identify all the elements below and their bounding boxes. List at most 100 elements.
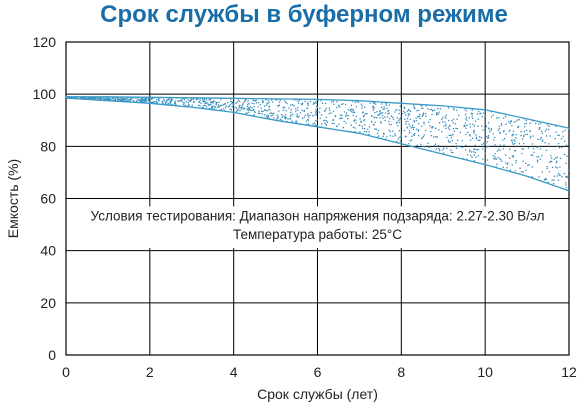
band-dot [282, 115, 284, 117]
band-dot [532, 135, 535, 137]
band-dot [390, 115, 393, 117]
band-dot [398, 119, 400, 121]
band-dot [507, 162, 509, 164]
band-dot [229, 108, 231, 110]
band-dot [490, 128, 493, 130]
annotation-line-1: Условия тестирования: Диапазон напряжени… [91, 209, 545, 224]
band-dot [213, 100, 215, 102]
band-dot [405, 123, 407, 125]
band-dot [561, 175, 563, 178]
band-dot [382, 117, 384, 119]
band-dot [468, 133, 471, 136]
band-dot [502, 131, 505, 133]
band-dot [304, 114, 307, 117]
y-tick-label: 40 [40, 243, 56, 259]
band-dot [474, 120, 477, 122]
band-dot [521, 152, 523, 155]
band-dot [203, 104, 205, 107]
band-dot [315, 102, 318, 104]
annotation-line-2: Температура работы: 25°C [233, 227, 402, 242]
band-dot [541, 171, 544, 173]
band-dot [289, 118, 291, 120]
band-dot [437, 147, 440, 150]
band-dot [522, 160, 524, 163]
band-dot [291, 103, 294, 106]
band-dot [511, 164, 513, 166]
band-dot [307, 114, 309, 117]
band-dot [255, 101, 258, 104]
band-dot [297, 109, 299, 112]
band-dot [91, 97, 93, 99]
band-dot [470, 112, 473, 115]
band-dot [414, 132, 416, 135]
band-dot [368, 126, 371, 128]
band-dot [423, 121, 425, 124]
band-dot [301, 109, 304, 112]
band-dot [430, 134, 433, 137]
band-dot [381, 103, 383, 105]
band-dot [469, 149, 471, 151]
band-dot [427, 121, 430, 123]
band-dot [269, 108, 271, 111]
band-dot [506, 167, 508, 169]
band-dot [295, 108, 297, 110]
band-dot [240, 106, 242, 109]
band-dot [280, 113, 283, 116]
x-tick-label: 2 [146, 364, 154, 380]
band-dot [344, 115, 347, 118]
band-dot [529, 135, 532, 138]
band-dot [448, 124, 451, 127]
band-dot [545, 178, 548, 181]
band-dot [316, 105, 319, 108]
band-dot [197, 104, 200, 107]
band-dot [374, 103, 377, 105]
band-dot [481, 148, 484, 150]
band-dot [163, 98, 165, 101]
band-dot [505, 133, 507, 136]
band-dot [442, 121, 444, 123]
band-dot [451, 134, 453, 137]
band-dot [372, 105, 375, 107]
band-dot [539, 148, 542, 150]
band-dot [452, 108, 455, 110]
band-dot [478, 139, 481, 142]
band-dot [559, 157, 562, 160]
band-dot [161, 101, 164, 104]
band-dot [238, 106, 241, 109]
band-dot [565, 182, 567, 184]
band-dot [343, 111, 346, 113]
band-dot [434, 135, 437, 138]
band-dot [489, 131, 491, 133]
band-dot [362, 115, 365, 118]
band-dot [495, 117, 498, 119]
band-dot [565, 144, 568, 146]
band-dot [455, 109, 458, 111]
upper-bound-line [66, 96, 570, 129]
band-dot [492, 114, 494, 116]
band-dot [445, 114, 448, 116]
band-dot [433, 144, 436, 147]
band-dot [485, 126, 487, 128]
band-dot [316, 119, 319, 121]
band-dot [452, 122, 455, 124]
band-dot [546, 167, 548, 170]
band-dot [336, 100, 338, 103]
band-dot [372, 123, 375, 126]
band-dot [281, 116, 284, 118]
band-dot [467, 131, 469, 133]
band-dot [473, 132, 475, 134]
band-dot [490, 129, 492, 131]
band-dot [512, 155, 514, 157]
band-dot [171, 98, 173, 101]
band-dot [547, 181, 550, 183]
band-dot [210, 101, 213, 103]
band-dot [324, 102, 327, 105]
band-dot [502, 139, 504, 141]
y-tick-label: 60 [40, 191, 56, 207]
band-dot [228, 105, 231, 107]
band-dot [504, 115, 507, 118]
band-dot [304, 100, 306, 103]
band-dot [412, 128, 415, 131]
band-dot [144, 100, 146, 103]
band-dot [241, 105, 243, 107]
